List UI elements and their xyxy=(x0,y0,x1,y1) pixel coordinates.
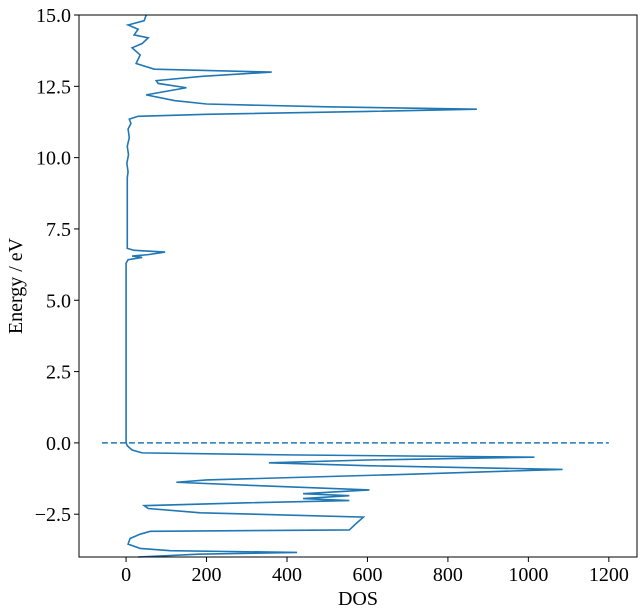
y-tick-label: 2.5 xyxy=(46,362,71,384)
x-axis-label: DOS xyxy=(338,588,378,610)
plot-frame xyxy=(78,14,638,558)
y-tick-label: 7.5 xyxy=(46,219,71,241)
y-tick-label: 15.0 xyxy=(36,5,71,27)
y-tick-label: 0.0 xyxy=(46,433,71,455)
y-tick-label: 12.5 xyxy=(36,76,71,98)
y-tick-label: 10.0 xyxy=(36,148,71,170)
y-axis-label: Energy / eV xyxy=(5,237,27,334)
dos-line xyxy=(125,14,563,558)
x-tick-label: 0 xyxy=(121,564,131,586)
x-tick-label: 1000 xyxy=(508,564,548,586)
x-tick-label: 1200 xyxy=(589,564,629,586)
x-tick-label: 600 xyxy=(352,564,382,586)
y-tick-label: −2.5 xyxy=(35,504,71,526)
x-tick-label: 800 xyxy=(433,564,463,586)
y-tick-label: 5.0 xyxy=(46,290,71,312)
x-tick-label: 400 xyxy=(272,564,302,586)
x-tick-label: 200 xyxy=(192,564,222,586)
